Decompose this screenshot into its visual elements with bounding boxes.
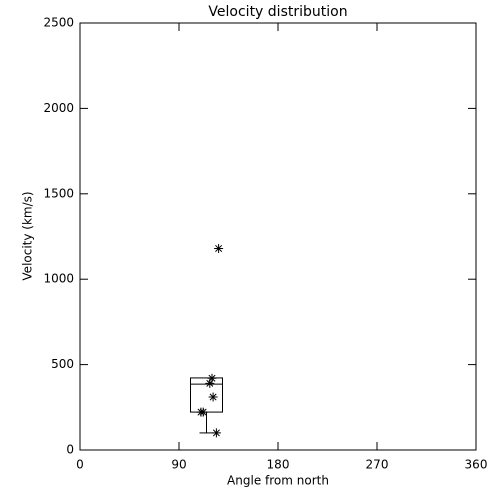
x-tick-label: 180 xyxy=(267,458,290,472)
y-tick-label: 0 xyxy=(66,443,74,457)
y-axis-label: Velocity (km/s) xyxy=(21,191,35,280)
y-tick-label: 2000 xyxy=(43,101,74,115)
x-tick-label: 270 xyxy=(366,458,389,472)
point xyxy=(205,378,215,388)
point xyxy=(211,428,221,438)
chart-title: Velocity distribution xyxy=(208,4,347,20)
y-tick-label: 500 xyxy=(51,357,74,371)
x-tick-label: 360 xyxy=(465,458,488,472)
x-tick-label: 0 xyxy=(76,458,84,472)
x-tick-label: 90 xyxy=(171,458,186,472)
point xyxy=(208,392,218,402)
y-tick-label: 2500 xyxy=(43,16,74,30)
y-tick-label: 1500 xyxy=(43,186,74,200)
x-axis-label: Angle from north xyxy=(227,474,329,488)
y-tick-label: 1000 xyxy=(43,272,74,286)
point xyxy=(214,243,224,253)
